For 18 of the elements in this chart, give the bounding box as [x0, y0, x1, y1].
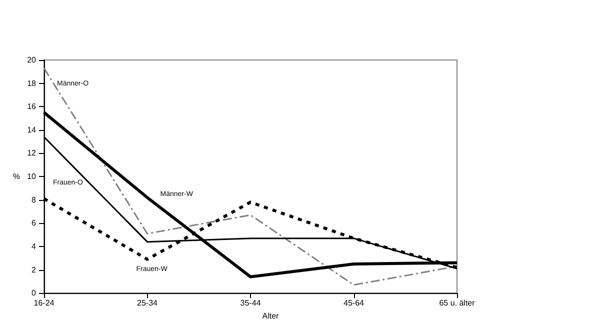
y-tick-label: 14 — [27, 125, 37, 134]
y-tick-label: 4 — [32, 242, 37, 251]
x-tick-label: 45-64 — [344, 298, 365, 308]
y-tick-label: 10 — [27, 172, 37, 182]
x-tick-label: 16-24 — [34, 298, 55, 308]
y-tick-label: 20 — [27, 56, 37, 64]
x-tick-label: 25-34 — [137, 298, 158, 308]
x-tick-label: 65 u. älter — [439, 298, 476, 308]
x-axis-title: Alter — [262, 312, 280, 320]
x-tick-label: 35-44 — [240, 298, 262, 308]
y-tick-label: 12 — [27, 148, 37, 158]
y-tick-label: 8 — [32, 195, 37, 204]
y-tick-label: 2 — [32, 265, 37, 274]
y-tick-label: 16 — [27, 102, 37, 112]
y-tick-label: 6 — [32, 218, 37, 228]
y-tick-label: 18 — [27, 78, 37, 88]
y-axis-title: % — [12, 172, 20, 182]
y-tick-label: 0 — [32, 288, 37, 298]
